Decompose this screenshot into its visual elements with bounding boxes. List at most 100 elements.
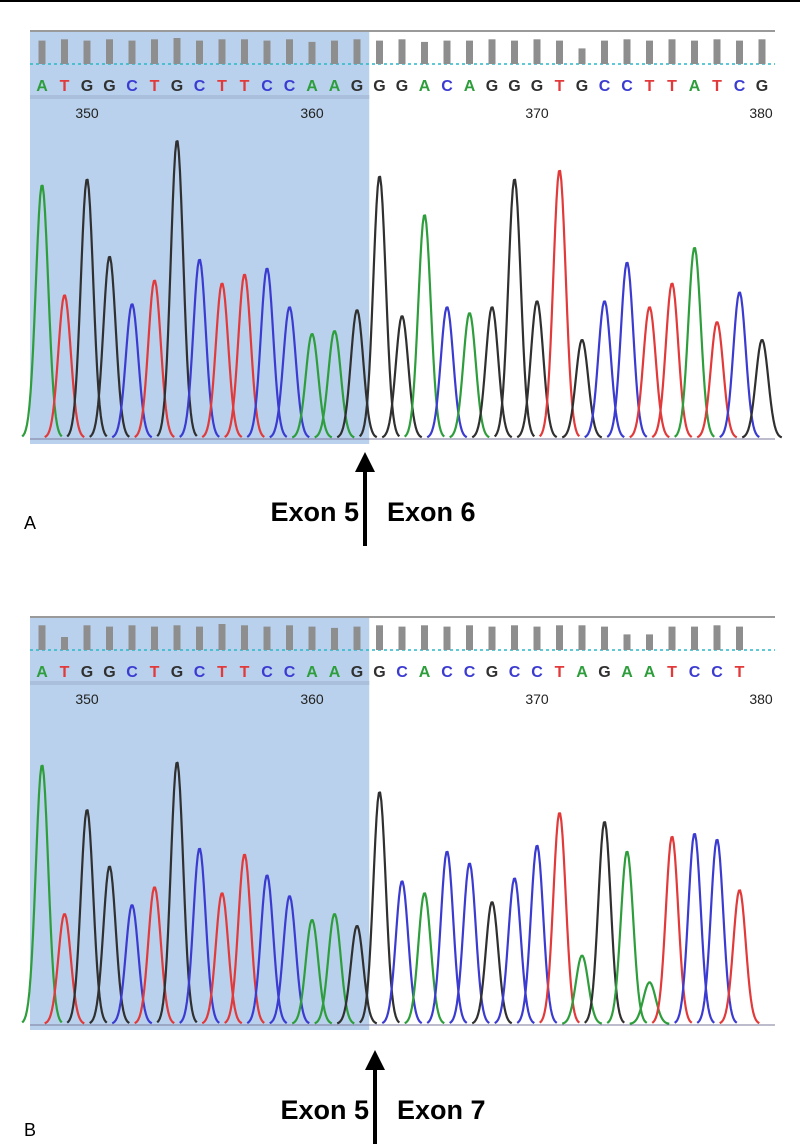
position-tick-label: 380 (749, 691, 773, 707)
quality-bar (421, 41, 428, 64)
position-tick-label: 370 (525, 691, 549, 707)
base-call: C (711, 664, 723, 681)
trace-peak-C (696, 838, 738, 1024)
base-call: A (36, 664, 48, 681)
base-call: A (329, 78, 341, 95)
base-call: C (441, 664, 453, 681)
trace-peak-C (426, 306, 468, 439)
base-call: C (396, 664, 408, 681)
quality-bar (623, 39, 631, 64)
base-call: A (419, 78, 431, 95)
quality-bar (376, 625, 383, 650)
quality-bar (578, 48, 586, 64)
trace-peak-A (403, 214, 446, 438)
exon-left-label-a: Exon 5 (270, 497, 359, 527)
trace-peak-C (584, 300, 625, 439)
chromatogram-panel-a: A T G G C T G C T T C C A A G G G A C A G G G T G C C T T A T C G 350 360 3… (21, 30, 783, 450)
trace-peak-T (44, 294, 85, 439)
trace-peak-A (291, 333, 333, 439)
base-call: C (599, 78, 611, 95)
trace-peak-A (606, 850, 648, 1024)
exon-junction-a: Exon 5 Exon 6 (165, 452, 565, 546)
base-call: C (126, 78, 138, 95)
quality-bar (443, 626, 451, 650)
trace-peak-T (224, 853, 265, 1024)
quality-bar (646, 40, 653, 64)
trace-peak-A (404, 892, 445, 1025)
position-tick-label: 350 (75, 691, 99, 707)
quality-bar (376, 40, 383, 64)
base-call: T (150, 78, 160, 95)
base-call: C (261, 664, 273, 681)
quality-bar (736, 40, 743, 64)
base-call: G (373, 78, 385, 95)
base-call: C (194, 78, 206, 95)
quality-bar (308, 41, 316, 64)
trace-peak-C (516, 844, 558, 1024)
trace-peak-G (336, 309, 378, 439)
junction-arrow-shaft (363, 462, 367, 546)
quality-bar (623, 634, 631, 650)
trace-peak-C (269, 895, 310, 1025)
trace-peak-C (606, 261, 648, 438)
quality-bar (511, 40, 518, 64)
quality-bar (286, 625, 293, 650)
base-call: C (734, 78, 746, 95)
base-call: G (486, 664, 498, 681)
trace-peak-A (449, 312, 490, 439)
ruler-band-a (30, 95, 370, 99)
trace-peak-G (336, 925, 378, 1025)
quality-bar (511, 625, 518, 650)
quality-bar (241, 625, 248, 650)
quality-bar (668, 626, 676, 650)
base-call: A (36, 78, 48, 95)
base-call: A (329, 664, 341, 681)
base-call: T (150, 664, 160, 681)
base-call: C (284, 664, 296, 681)
trace-peak-G (741, 339, 783, 439)
position-tick-label: 360 (300, 105, 324, 121)
quality-bar (128, 625, 136, 650)
base-call: T (60, 664, 70, 681)
trace-peak-T (201, 892, 243, 1025)
quality-bar (61, 39, 68, 64)
junction-arrow-shaft (373, 1060, 377, 1144)
quality-bar (601, 626, 608, 650)
position-tick-label: 370 (525, 105, 549, 121)
quality-bar (646, 634, 653, 650)
quality-bar (398, 626, 406, 650)
base-call: T (217, 664, 227, 681)
trace-peak-T (651, 282, 693, 439)
quality-bar (691, 626, 698, 650)
trace-peak-T (44, 913, 85, 1025)
quality-bar (713, 625, 721, 650)
base-call: G (576, 78, 588, 95)
quality-bar (83, 40, 91, 64)
quality-bar (578, 625, 586, 650)
quality-bar (151, 39, 158, 64)
trace-peak-T (134, 279, 175, 439)
ruler-band-b (30, 681, 370, 685)
quality-bar (218, 624, 226, 650)
quality-bar (106, 39, 113, 64)
base-call: T (217, 78, 227, 95)
quality-bar (173, 38, 181, 64)
trace-peak-T (719, 889, 760, 1025)
exon-right-label-b: Exon 7 (397, 1095, 486, 1125)
base-call: T (555, 664, 565, 681)
trace-peak-A (314, 330, 355, 439)
base-call: G (756, 78, 768, 95)
base-call: T (712, 78, 722, 95)
quality-bar (241, 39, 248, 64)
base-call: A (464, 78, 476, 95)
base-call: C (441, 78, 453, 95)
quality-bar (668, 39, 676, 64)
trace-peak-G (381, 315, 423, 439)
base-call: T (555, 78, 565, 95)
trace-peak-G (89, 255, 131, 438)
quality-bar (83, 625, 91, 650)
base-call: G (373, 664, 385, 681)
trace-peak-A (21, 184, 63, 438)
base-call: C (194, 664, 206, 681)
trace-peak-C (381, 880, 423, 1025)
